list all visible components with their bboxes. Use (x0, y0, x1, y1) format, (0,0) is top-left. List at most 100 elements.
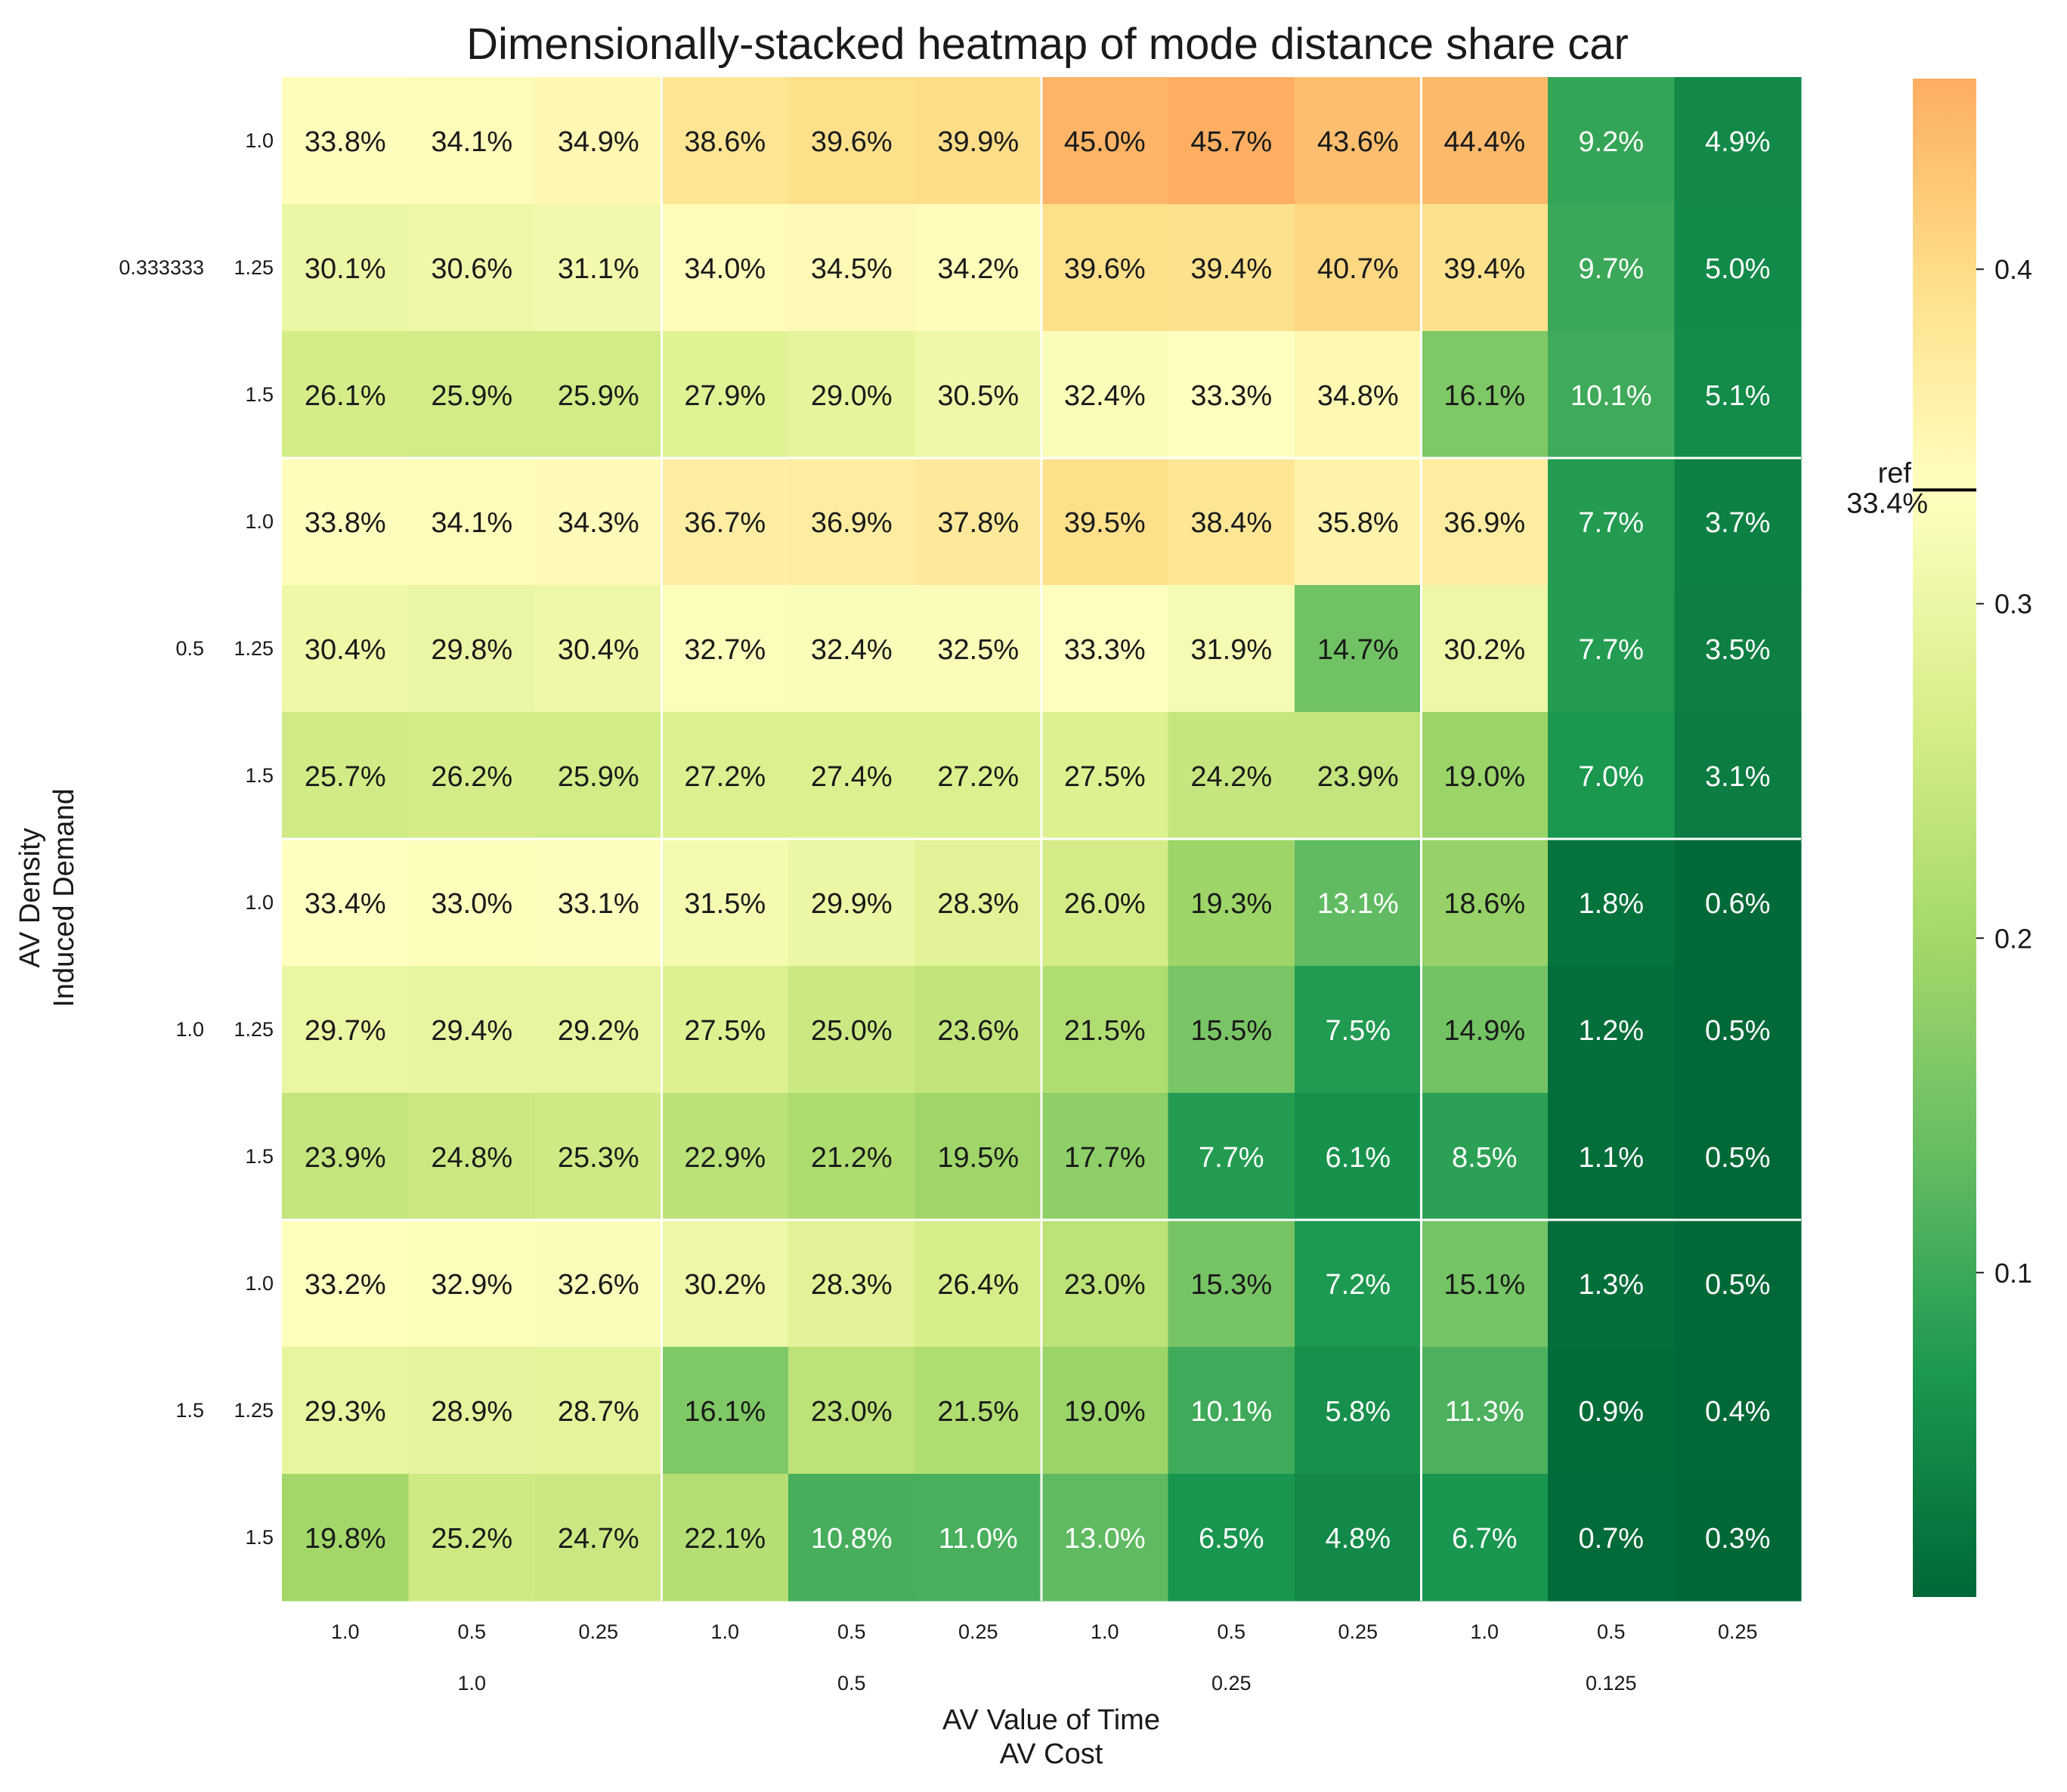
heatmap-cell (1295, 458, 1422, 586)
heatmap-cell (1168, 204, 1295, 332)
heatmap-cell (408, 966, 536, 1094)
heatmap-cell (1421, 712, 1549, 840)
y-tick-outer: 0.5 (175, 637, 204, 660)
heatmap-cell-label: 3.5% (1705, 634, 1771, 666)
y-tick-inner: 1.25 (234, 256, 274, 279)
x-axis-label-inner: AV Value of Time (942, 1704, 1160, 1736)
heatmap-cell (788, 331, 916, 459)
heatmap-cell (1041, 712, 1169, 840)
heatmap-cell (1421, 1474, 1549, 1602)
heatmap-cell-label: 24.7% (558, 1523, 639, 1555)
y-tick-inner: 1.25 (234, 637, 274, 660)
heatmap-cell (1421, 839, 1549, 967)
heatmap-cell-label: 43.6% (1317, 126, 1399, 158)
heatmap-cell-label: 27.4% (811, 761, 893, 793)
x-tick-inner: 1.0 (710, 1620, 739, 1643)
heatmap-cell-label: 15.5% (1190, 1015, 1272, 1047)
heatmap-cell-label: 37.8% (937, 507, 1019, 539)
heatmap-cell-label: 19.0% (1443, 761, 1525, 793)
heatmap-cell-label: 0.7% (1578, 1523, 1644, 1555)
heatmap-cell-label: 11.0% (939, 1523, 1018, 1555)
heatmap-cell (1295, 966, 1422, 1094)
heatmap-cell (1674, 1347, 1802, 1475)
x-axis-label-outer: AV Cost (1000, 1738, 1103, 1770)
heatmap-cell (661, 1347, 789, 1475)
heatmap-cell (661, 77, 789, 205)
heatmap-cell-label: 26.2% (431, 761, 512, 793)
colorbar-reference-label: ref (1878, 457, 1912, 489)
heatmap-cell (408, 585, 536, 713)
heatmap-cell-label: 0.6% (1705, 888, 1771, 920)
heatmap-cell (282, 1093, 410, 1221)
y-tick-inner: 1.5 (245, 1145, 274, 1168)
heatmap-cell-label: 30.4% (558, 634, 639, 666)
heatmap-cell (788, 77, 916, 205)
heatmap-cell-label: 10.1% (1570, 380, 1652, 412)
heatmap-cell-label: 34.3% (558, 507, 639, 539)
heatmap-cell (535, 458, 663, 586)
heatmap-cell-label: 39.9% (937, 126, 1019, 158)
heatmap-cell-label: 33.3% (1190, 380, 1272, 412)
colorbar-tick-label: 0.3 (1994, 589, 2032, 620)
heatmap-cell (914, 839, 1042, 967)
heatmap-cell (1041, 1474, 1169, 1602)
heatmap-cell-label: 5.0% (1705, 253, 1771, 285)
heatmap-cell-label: 18.6% (1443, 888, 1525, 920)
colorbar-tick-label: 0.4 (1994, 254, 2032, 285)
heatmap-cell (1295, 1093, 1422, 1221)
group-separators (282, 77, 1801, 1601)
heatmap-cell (1548, 331, 1676, 459)
heatmap-cell (1168, 585, 1295, 713)
x-tick-outer: 0.125 (1586, 1672, 1637, 1695)
heatmap-cell-label: 9.7% (1578, 253, 1644, 285)
heatmap-cell-label: 7.7% (1199, 1142, 1264, 1174)
heatmap-cell-label: 15.1% (1443, 1269, 1525, 1301)
heatmap-cell-label: 29.2% (558, 1015, 639, 1047)
heatmap-cell (535, 204, 663, 332)
heatmap-cell-label: 29.7% (305, 1015, 386, 1047)
heatmap-cell-label: 22.1% (684, 1523, 766, 1555)
heatmap-cell-label: 28.3% (811, 1269, 893, 1301)
heatmap-cell (282, 712, 410, 840)
heatmap-cell (1421, 77, 1549, 205)
heatmap-cell-label: 13.1% (1317, 888, 1399, 920)
heatmap-cell (1295, 1347, 1422, 1475)
heatmap-cell (661, 712, 789, 840)
heatmap-cell (1295, 204, 1422, 332)
y-tick-inner: 1.0 (245, 891, 274, 914)
colorbar-tick-label: 0.2 (1994, 923, 2032, 954)
heatmap-cell-label: 29.3% (305, 1396, 386, 1428)
heatmap-cell (914, 712, 1042, 840)
heatmap-cell (1548, 585, 1676, 713)
x-tick-inner: 0.25 (958, 1620, 998, 1643)
heatmap-cell-label: 34.1% (431, 507, 512, 539)
y-tick-outer: 1.5 (175, 1399, 204, 1422)
heatmap-cell-label: 24.2% (1190, 761, 1272, 793)
heatmap-cell (408, 331, 536, 459)
heatmap-cell-label: 5.1% (1705, 380, 1771, 412)
y-tick-inner: 1.5 (245, 1526, 274, 1549)
heatmap-cell (914, 204, 1042, 332)
heatmap-cell-label: 30.1% (305, 253, 386, 285)
x-tick-inner: 0.25 (578, 1620, 618, 1643)
heatmap-cell-label: 45.0% (1064, 126, 1146, 158)
heatmap-cell (1674, 331, 1802, 459)
heatmap-cell-label: 6.7% (1452, 1523, 1518, 1555)
heatmap-cell (1421, 585, 1549, 713)
heatmap-cell (1421, 458, 1549, 586)
x-tick-inner: 0.25 (1338, 1620, 1378, 1643)
heatmap-cell (282, 77, 410, 205)
x-tick-outer: 1.0 (457, 1672, 486, 1695)
heatmap-cell-label: 33.8% (305, 507, 386, 539)
heatmap-cell-label: 25.0% (811, 1015, 893, 1047)
heatmap-cell (1674, 1220, 1802, 1348)
heatmap-cell (1041, 204, 1169, 332)
heatmap-cell (788, 585, 916, 713)
heatmap-cell (535, 712, 663, 840)
heatmap-cell-label: 29.0% (811, 380, 893, 412)
heatmap-cell-label: 33.8% (305, 126, 386, 158)
heatmap-cell (1168, 1220, 1295, 1348)
heatmap-cell-label: 29.4% (431, 1015, 512, 1047)
y-tick-outer: 1.0 (175, 1018, 204, 1041)
